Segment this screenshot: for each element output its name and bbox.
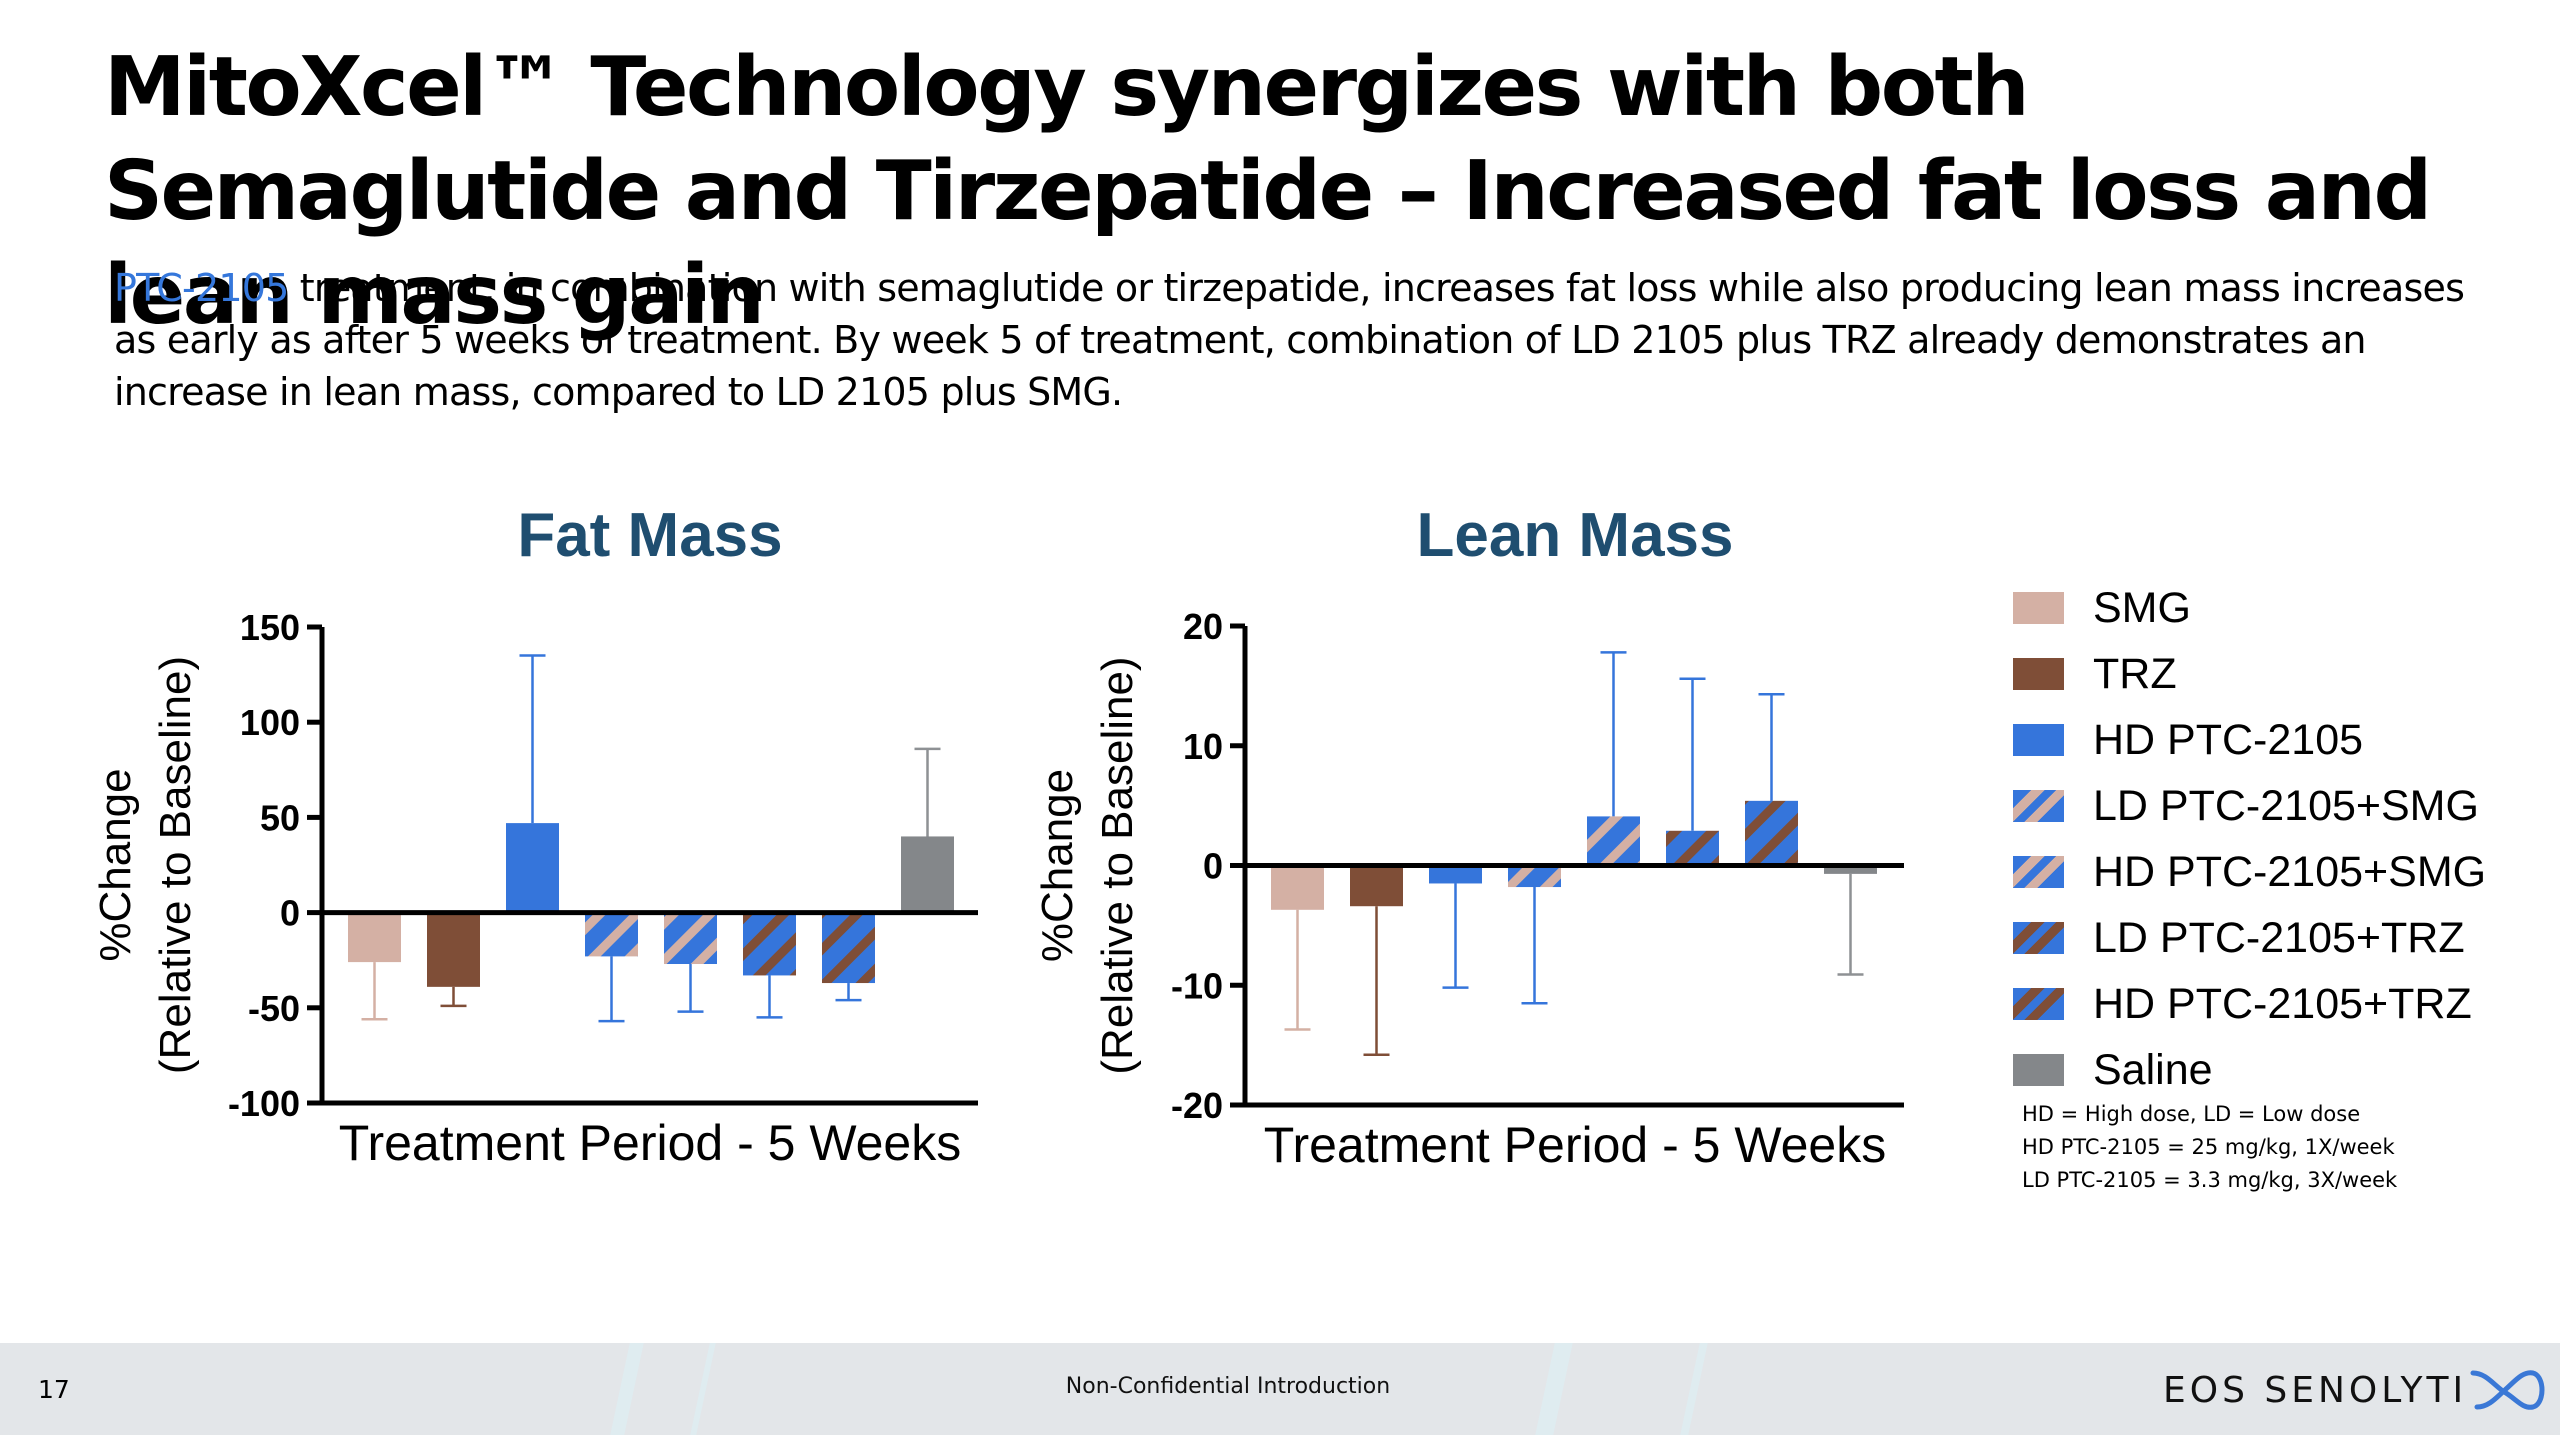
bar-hd-ptc-2105 <box>1429 865 1482 884</box>
legend-label: TRZ <box>2093 649 2177 698</box>
legend-item: TRZ <box>2013 641 2486 707</box>
bar-ld-ptc-2105-trz <box>743 912 796 976</box>
y-tick-label: 0 <box>1203 846 1223 887</box>
slide-footer: 17 Non-Confidential Introduction EOS SEN… <box>0 1343 2560 1435</box>
footer-decoration <box>610 1343 644 1435</box>
bar-smg <box>348 912 401 963</box>
legend-label: SMG <box>2093 583 2191 632</box>
subtitle-highlight: PTC-2105 <box>114 266 289 310</box>
legend-item: LD PTC-2105+TRZ <box>2013 905 2486 971</box>
x-axis-label: Treatment Period - 5 Weeks <box>1264 1117 1886 1173</box>
dose-note: LD PTC-2105 = 3.3 mg/kg, 3X/week <box>2022 1168 2398 1192</box>
logo-text: EOS SENOLYTI <box>2163 1369 2468 1411</box>
legend-item: HD PTC-2105 <box>2013 707 2486 773</box>
bar-trz <box>1350 865 1403 907</box>
y-axis-label: %Change <box>91 768 140 961</box>
y-tick-label: 0 <box>280 893 300 934</box>
legend-swatch <box>2013 658 2064 690</box>
slide-subtitle: PTC-2105 treatment, in combination with … <box>114 262 2494 418</box>
legend-item: LD PTC-2105+SMG <box>2013 773 2486 839</box>
footer-decoration <box>690 1343 716 1435</box>
lean-mass-chart: %Change (Relative to Baseline) 20 10 0 -10 -20… <box>1033 606 1904 1173</box>
y-tick-label: 100 <box>240 702 300 743</box>
y-axis-label: %Change <box>1033 769 1082 962</box>
legend-item: HD PTC-2105+TRZ <box>2013 971 2486 1037</box>
legend-label: HD PTC-2105+SMG <box>2093 847 2487 896</box>
subtitle-text: treatment, in combination with semagluti… <box>114 266 2465 414</box>
y-axis-label: (Relative to Baseline) <box>151 656 200 1074</box>
bar-hd-ptc-2105 <box>506 823 559 913</box>
legend-label: LD PTC-2105+SMG <box>2093 781 2479 830</box>
x-axis-label: Treatment Period - 5 Weeks <box>339 1115 961 1171</box>
legend-item: SMG <box>2013 575 2486 641</box>
footer-decoration <box>1680 1343 1708 1435</box>
bar-hd-ptc-2105-trz <box>822 912 875 984</box>
legend-label: HD PTC-2105 <box>2093 715 2364 764</box>
legend-swatch <box>2013 790 2064 822</box>
bar-hd-ptc-2105-smg <box>664 912 717 965</box>
y-axis-label: (Relative to Baseline) <box>1093 656 1142 1074</box>
legend-swatch <box>2013 592 2064 624</box>
company-logo: EOS SENOLYTI <box>2163 1367 2545 1413</box>
legend-swatch <box>2013 724 2064 756</box>
bar-saline <box>901 836 954 913</box>
y-tick-label: 10 <box>1183 726 1223 767</box>
y-tick-label: 50 <box>260 797 300 838</box>
bar-ld-ptc-2105-smg <box>585 912 638 957</box>
y-tick-label: 150 <box>240 607 300 648</box>
footer-decoration <box>1535 1343 1573 1435</box>
fat-mass-chart-title: Fat Mass <box>517 501 783 570</box>
bar-hd-ptc-2105-trz <box>1745 800 1798 866</box>
legend-swatch <box>2013 988 2064 1020</box>
legend-item: Saline <box>2013 1037 2486 1103</box>
bar-saline <box>1824 865 1877 874</box>
legend-label: Saline <box>2093 1045 2213 1094</box>
legend-swatch <box>2013 922 2064 954</box>
bar-hd-ptc-2105-smg <box>1587 816 1640 866</box>
bar-ld-ptc-2105-trz <box>1666 830 1719 866</box>
legend-label: HD PTC-2105+TRZ <box>2093 979 2472 1028</box>
dose-notes: HD = High dose, LD = Low dose HD PTC-210… <box>2022 1098 2397 1197</box>
legend-label: LD PTC-2105+TRZ <box>2093 913 2465 962</box>
y-tick-label: 20 <box>1183 606 1223 647</box>
footer-confidentiality-text: Non-Confidential Introduction <box>1065 1374 1391 1399</box>
bar-ld-ptc-2105-smg <box>1508 865 1561 888</box>
infinity-x-icon <box>2470 1370 2545 1410</box>
chart-legend: SMG TRZ HD PTC-2105 LD PTC-2105+SMG HD PTC-2… <box>2013 575 2486 1103</box>
legend-item: HD PTC-2105+SMG <box>2013 839 2486 905</box>
bar-smg <box>1271 865 1324 910</box>
y-tick-label: -20 <box>1171 1085 1223 1126</box>
y-tick-label: -100 <box>228 1083 300 1124</box>
y-tick-label: -10 <box>1171 965 1223 1006</box>
page-number: 17 <box>38 1375 70 1404</box>
dose-note: HD PTC-2105 = 25 mg/kg, 1X/week <box>2022 1135 2395 1159</box>
y-tick-label: -50 <box>248 988 300 1029</box>
bar-trz <box>427 912 480 987</box>
fat-mass-chart: %Change (Relative to Baseline) 150 100 50 0 -5… <box>91 607 978 1171</box>
dose-note: HD = High dose, LD = Low dose <box>2022 1102 2361 1126</box>
lean-mass-chart-title: Lean Mass <box>1416 501 1734 570</box>
legend-swatch <box>2013 1054 2064 1086</box>
legend-swatch <box>2013 856 2064 888</box>
slide-title: MitoXcel™ Technology synergizes with bot… <box>104 40 2432 343</box>
